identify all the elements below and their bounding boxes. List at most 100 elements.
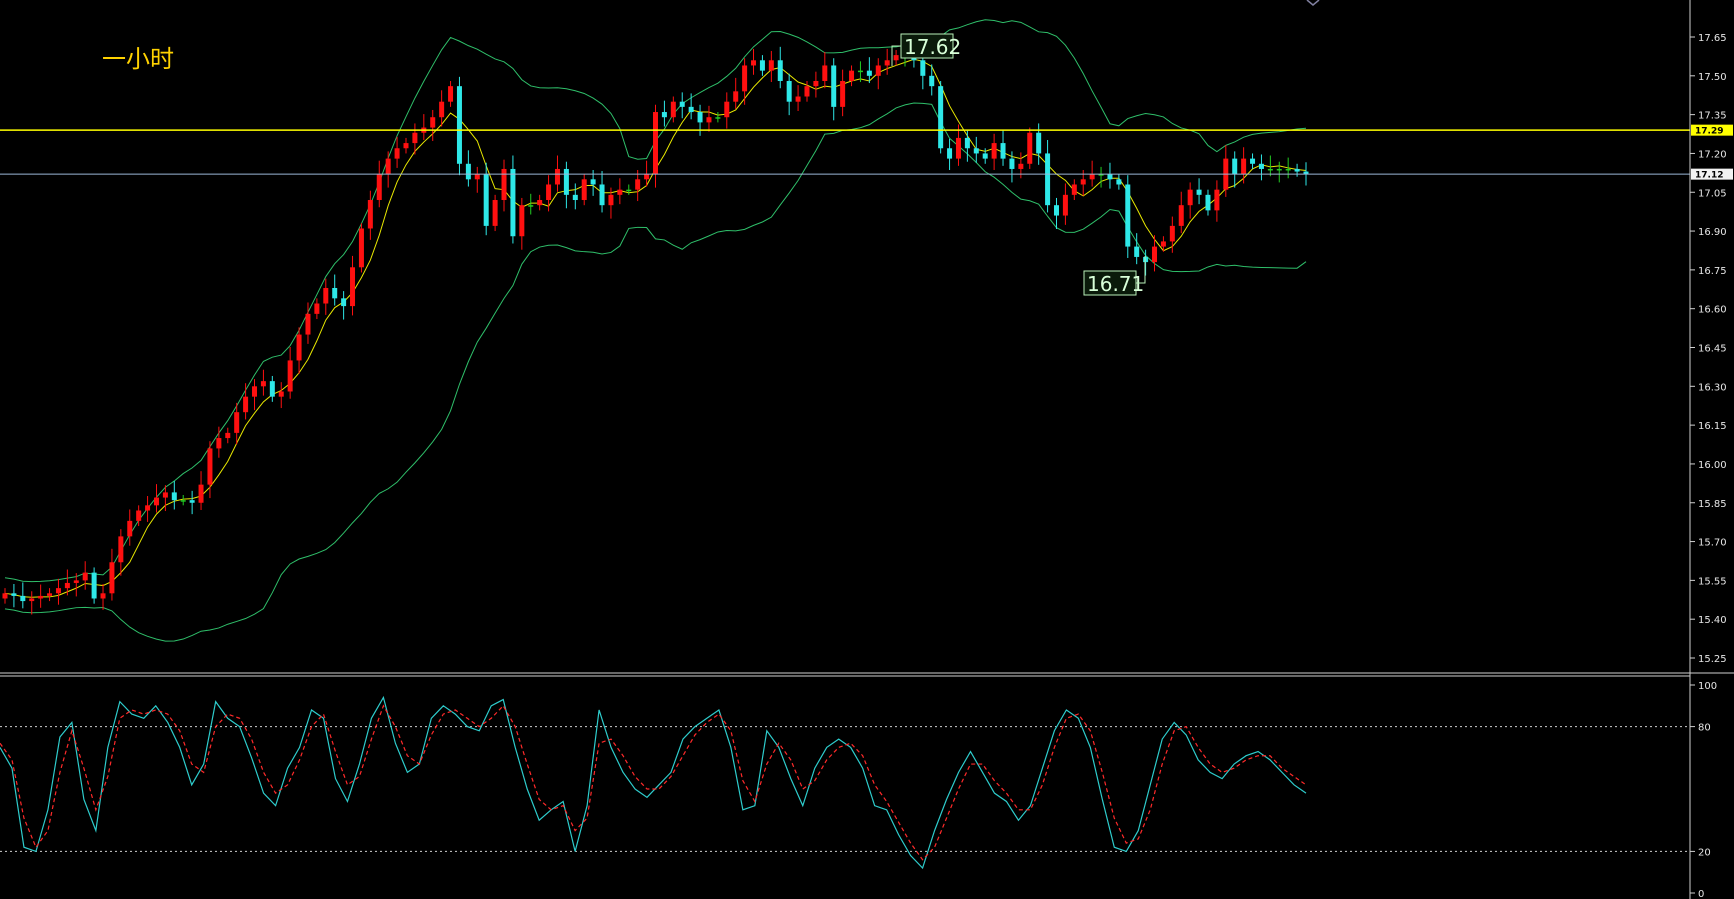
candle-body (483, 174, 489, 226)
candle-body (1205, 194, 1211, 211)
candle-body (813, 80, 819, 87)
oscillator-tick-label: 80 (1698, 723, 1711, 734)
candle-body (849, 70, 855, 81)
high-annotation-box (900, 33, 954, 59)
candle-body (11, 593, 17, 596)
candle-body (679, 101, 685, 107)
candle-body (688, 106, 694, 113)
candle-body (733, 91, 739, 102)
price-tick-label: 15.70 (1698, 538, 1727, 549)
candle-body (831, 65, 837, 107)
candle-body (893, 55, 899, 61)
candle-body (563, 168, 569, 195)
candle-body (920, 60, 926, 76)
high-annotation: 17.62 (891, 33, 961, 66)
candle-body (145, 505, 151, 511)
candle-body (55, 588, 61, 594)
oscillator-tick-label: 0 (1698, 889, 1704, 899)
candle-body (430, 117, 436, 128)
candle-body (884, 60, 890, 66)
candle-body (403, 143, 409, 149)
price-tick-label: 16.75 (1698, 266, 1727, 277)
candle-body (1232, 158, 1238, 175)
candle-body (590, 179, 596, 185)
price-tick-label: 16.90 (1698, 227, 1727, 238)
candle-body (162, 492, 168, 498)
candle-body (777, 60, 783, 81)
candle-body (1036, 132, 1042, 154)
price-tick-label: 15.55 (1698, 576, 1727, 587)
candle-body (661, 112, 667, 118)
candle-body (938, 86, 944, 149)
candle-body (1143, 256, 1149, 263)
candle-body (367, 200, 373, 229)
candle-body (697, 112, 703, 123)
candle-body (857, 70, 863, 73)
candle-body (234, 412, 240, 433)
candle-body (358, 228, 364, 268)
candle-body (1089, 174, 1095, 180)
candle-body (314, 303, 320, 314)
candle-body (20, 595, 26, 602)
candle-body (1169, 225, 1175, 242)
high-annotation-leader (891, 45, 901, 66)
candle-body (724, 101, 730, 118)
candle-body (822, 65, 828, 81)
price-tick-label: 16.15 (1698, 421, 1727, 432)
candle-body (243, 396, 249, 413)
candle-body (1303, 171, 1309, 175)
candle-body (91, 572, 97, 599)
candle-body (305, 313, 311, 335)
candle-body (38, 595, 44, 599)
candle-body (1241, 158, 1247, 175)
candle-body (644, 174, 650, 180)
candle-body (109, 562, 115, 594)
candle-body (537, 200, 543, 206)
candle-body (804, 86, 810, 97)
scroll-marker-icon (1306, 0, 1320, 6)
price-tick-label: 16.00 (1698, 460, 1727, 471)
candle-body (546, 184, 552, 201)
candle-body (456, 86, 462, 164)
price-tick-label: 16.45 (1698, 344, 1727, 355)
candle-body (260, 381, 266, 387)
oscillator-axis: 100 80 20 0 (1690, 681, 1717, 899)
candle-body (127, 520, 133, 537)
candle-body (1116, 179, 1122, 185)
stochastic-panel: 100 80 20 0 (0, 681, 1717, 899)
candle-body (1187, 189, 1193, 206)
candle-body (768, 60, 774, 71)
candle-body (1178, 205, 1184, 226)
candle-body (1160, 241, 1166, 247)
candle-body (474, 174, 480, 180)
candle-body (64, 582, 70, 589)
price-tick-label: 15.40 (1698, 615, 1727, 626)
candle-body (1267, 168, 1273, 171)
candle-body (519, 205, 525, 237)
resistance-price-tag: 17.29 (1691, 124, 1733, 137)
chart-title: 一小时 (102, 45, 174, 73)
candle-body (1276, 168, 1282, 171)
candle-body (100, 593, 106, 599)
price-tick-label: 17.65 (1698, 33, 1727, 44)
candle-body (341, 298, 347, 307)
candle-body (448, 86, 454, 102)
candle-body (492, 200, 498, 226)
candle-body (947, 148, 953, 159)
candle-body (653, 112, 658, 175)
candle-body (1134, 246, 1140, 257)
price-tick-label: 17.35 (1698, 111, 1727, 122)
oscillator-levels (0, 726, 1690, 852)
candle-body (840, 80, 846, 107)
candle-body (198, 484, 204, 503)
candle-body (1098, 174, 1104, 176)
candle-body (465, 163, 471, 180)
candle-body (1018, 163, 1024, 169)
candle-body (866, 70, 872, 76)
candle-body (572, 194, 578, 201)
candle-body (706, 117, 712, 123)
candle-body (991, 143, 997, 159)
candle-body (1009, 158, 1015, 169)
candle-body (955, 137, 961, 159)
